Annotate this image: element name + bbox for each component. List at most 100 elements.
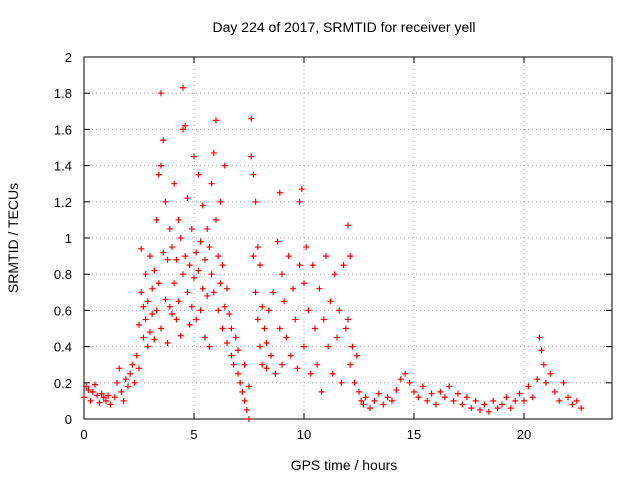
data-point — [228, 325, 235, 332]
data-point — [155, 280, 162, 287]
data-point — [433, 401, 439, 408]
data-point — [347, 253, 354, 260]
data-point — [290, 285, 296, 292]
data-point — [114, 379, 120, 386]
data-point — [191, 153, 197, 160]
data-point — [210, 149, 217, 156]
data-point — [237, 379, 244, 386]
data-point — [173, 256, 180, 263]
data-point — [259, 303, 266, 310]
x-tick-label: 15 — [407, 427, 421, 442]
data-point — [296, 198, 303, 205]
data-point — [215, 307, 222, 314]
data-point — [224, 339, 230, 346]
data-point — [210, 289, 217, 296]
data-point — [103, 397, 109, 404]
data-point — [224, 285, 230, 292]
data-point — [171, 180, 178, 187]
data-point — [507, 405, 514, 412]
data-point — [149, 311, 156, 318]
data-point — [441, 394, 448, 401]
data-point — [551, 388, 558, 395]
data-point — [329, 370, 336, 377]
data-point — [85, 387, 92, 394]
data-point — [540, 361, 547, 368]
data-point — [166, 303, 173, 310]
data-point — [424, 397, 431, 404]
data-point — [274, 238, 281, 245]
data-point — [375, 390, 382, 397]
data-point — [254, 244, 261, 251]
y-tick-label: 0.2 — [54, 376, 72, 391]
y-tick-label: 1.6 — [54, 122, 72, 137]
data-point — [389, 397, 395, 404]
y-tick-label: 2 — [65, 50, 72, 65]
data-point — [180, 84, 186, 91]
data-point — [197, 307, 204, 314]
data-point — [261, 325, 268, 332]
data-point — [320, 316, 327, 323]
x-tick-label: 5 — [190, 427, 197, 442]
data-point — [384, 394, 391, 401]
data-point — [246, 416, 252, 422]
data-point — [182, 122, 189, 129]
data-point — [206, 343, 213, 350]
data-point — [173, 316, 180, 323]
data-point — [298, 186, 305, 193]
data-point — [136, 365, 142, 372]
data-point — [279, 271, 285, 278]
data-point — [459, 401, 466, 408]
axis-ticks — [83, 56, 612, 420]
data-point — [144, 343, 151, 350]
data-point — [239, 388, 246, 395]
data-point — [250, 171, 257, 178]
y-tick-labels: 0 0.2 0.4 0.6 0.8 1 1.2 1.4 1.6 1.8 2 — [54, 50, 72, 427]
data-point — [140, 334, 147, 341]
data-point — [569, 401, 576, 408]
data-point — [265, 307, 272, 314]
data-point — [213, 117, 219, 124]
data-point — [494, 405, 501, 412]
data-point — [252, 198, 259, 205]
data-point — [235, 370, 241, 377]
data-point — [125, 383, 131, 390]
data-point — [221, 303, 228, 310]
data-point — [158, 325, 164, 332]
data-point — [177, 235, 184, 241]
x-axis-label: GPS time / hours — [291, 457, 398, 473]
data-point — [481, 401, 488, 408]
data-point — [208, 271, 215, 278]
data-point — [446, 383, 453, 390]
data-point — [89, 388, 96, 395]
data-point — [219, 262, 226, 269]
data-point — [142, 316, 149, 323]
data-point — [182, 253, 189, 260]
data-point — [158, 162, 164, 169]
data-point — [301, 343, 307, 350]
data-point — [122, 376, 129, 383]
data-point — [536, 334, 543, 341]
x-tick-label: 10 — [297, 427, 311, 442]
data-point — [314, 361, 321, 368]
data-point — [560, 379, 567, 386]
data-point — [415, 394, 422, 401]
data-point — [312, 325, 318, 332]
data-point — [325, 343, 332, 350]
data-point — [263, 339, 270, 346]
data-point — [142, 271, 149, 278]
data-point — [204, 225, 211, 232]
data-point — [175, 298, 182, 305]
data-point — [303, 244, 310, 251]
data-point — [468, 405, 475, 412]
data-point — [534, 376, 541, 383]
data-point — [188, 303, 195, 310]
data-point — [316, 285, 323, 292]
data-point — [87, 397, 94, 404]
data-point — [193, 249, 200, 256]
data-point — [402, 370, 409, 377]
data-point — [221, 162, 228, 169]
data-point — [94, 392, 101, 399]
data-point — [160, 137, 167, 144]
data-point — [171, 280, 178, 287]
